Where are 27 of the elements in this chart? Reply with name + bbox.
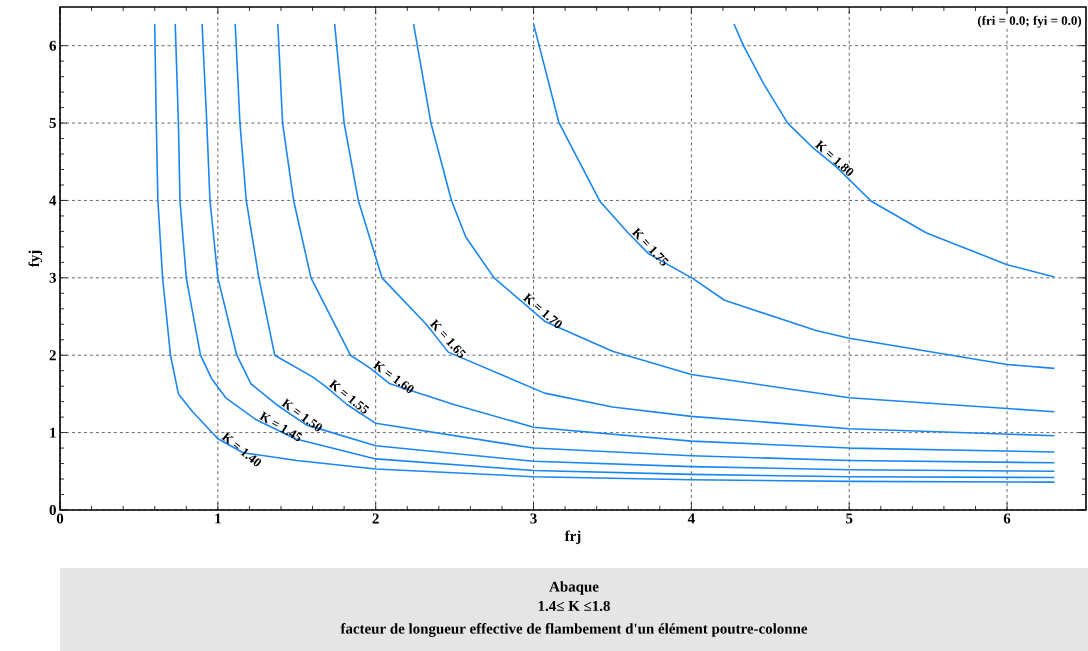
y-tick-label: 6	[49, 40, 57, 51]
y-tick-label: 0	[49, 504, 56, 516]
x-tick-label: 5	[846, 513, 853, 524]
text: Abaque	[549, 581, 599, 595]
x-axis-title: frj	[564, 530, 581, 545]
x-tick-label: 2	[372, 513, 379, 524]
text: K = 1.55	[328, 379, 370, 414]
text: 1.4≤ K ≤1.8	[538, 600, 610, 612]
y-axis-title: fyj	[28, 250, 43, 268]
y-tick-label: 1	[50, 427, 56, 438]
x-tick-label: 6	[1003, 513, 1011, 524]
text: K = 1.80	[814, 139, 854, 176]
x-tick-label: 3	[530, 513, 537, 524]
x-tick-label: 0	[56, 513, 64, 524]
y-tick-label: 5	[49, 118, 56, 129]
y-tick-label: 2	[49, 350, 56, 361]
text: K = 1.75	[631, 227, 669, 266]
text: K = 1.65	[429, 318, 467, 358]
text: K = 1.40	[221, 431, 262, 467]
text: K = 1.60	[372, 360, 414, 393]
x-tick-label: 1	[215, 513, 221, 524]
y-tick-label: 3	[49, 272, 56, 283]
text: facteur de longueur effective de flambement d'un élément poutre-colonne	[340, 623, 808, 637]
x-tick-label: 4	[687, 513, 695, 524]
annotation: (fri = 0.0; fyi = 0.0)	[977, 15, 1082, 28]
y-tick-label: 4	[49, 195, 57, 206]
text: K = 1.70	[522, 292, 562, 329]
